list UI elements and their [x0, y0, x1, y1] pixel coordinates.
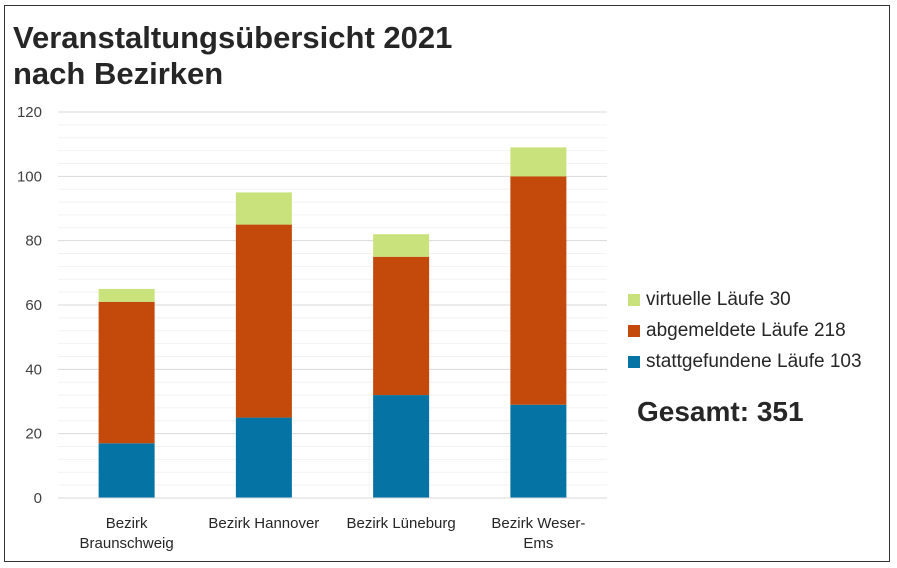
legend-item-virtual: virtuelle Läufe 30 [628, 284, 862, 315]
x-tick-label: Braunschweig [80, 535, 174, 552]
x-tick-label: Bezirk Lüneburg [347, 515, 456, 532]
bar-segment [373, 256, 430, 396]
legend-label-held: stattgefundene Läufe 103 [646, 350, 862, 372]
bar-segment [235, 192, 292, 225]
bar-segment [510, 147, 567, 177]
bar-segment [373, 234, 430, 257]
x-tick-label: Ems [523, 535, 553, 552]
bar-segment [510, 176, 567, 405]
x-axis-category-labels: Bezirk Braunschweig Bezirk Hannover Bezirk … [80, 515, 586, 552]
legend-swatch-cancelled [628, 324, 640, 337]
bars [98, 147, 567, 498]
y-tick-label: 60 [25, 297, 42, 314]
legend: virtuelle Läufe 30 abgemeldete Läufe 218… [628, 284, 862, 377]
chart-title-line-1: Veranstaltungsübersicht 2021 [13, 20, 453, 55]
x-tick-label: Bezirk [106, 515, 148, 532]
legend-label-virtual: virtuelle Läufe 30 [646, 288, 791, 310]
y-axis-tick-labels: 0 20 40 60 80 100 120 [17, 104, 42, 507]
total-label: Gesamt: 351 [637, 396, 804, 427]
y-tick-label: 80 [25, 233, 42, 250]
chart-title: Veranstaltungsübersicht 2021 nach Bezirk… [13, 20, 452, 92]
y-tick-label: 100 [17, 168, 42, 185]
legend-label-cancelled: abgemeldete Läufe 218 [646, 319, 846, 341]
bar-segment [98, 288, 155, 302]
bar-segment [235, 417, 292, 498]
x-tick-label: Bezirk Hannover [208, 515, 319, 532]
bar-segment [373, 395, 430, 498]
y-tick-label: 120 [17, 104, 42, 121]
legend-item-held: stattgefundene Läufe 103 [628, 346, 862, 377]
y-tick-label: 40 [25, 361, 42, 378]
bar-segment [510, 404, 567, 498]
bar-segment [235, 224, 292, 418]
bar-segment [98, 301, 155, 444]
y-tick-label: 0 [34, 490, 42, 507]
y-tick-label: 20 [25, 426, 42, 443]
x-tick-label: Bezirk Weser- [491, 515, 585, 532]
legend-item-cancelled: abgemeldete Läufe 218 [628, 315, 862, 346]
legend-swatch-virtual [628, 293, 640, 306]
bar-segment [98, 443, 155, 498]
legend-swatch-held [628, 355, 640, 368]
chart-title-line-2: nach Bezirken [13, 56, 224, 91]
